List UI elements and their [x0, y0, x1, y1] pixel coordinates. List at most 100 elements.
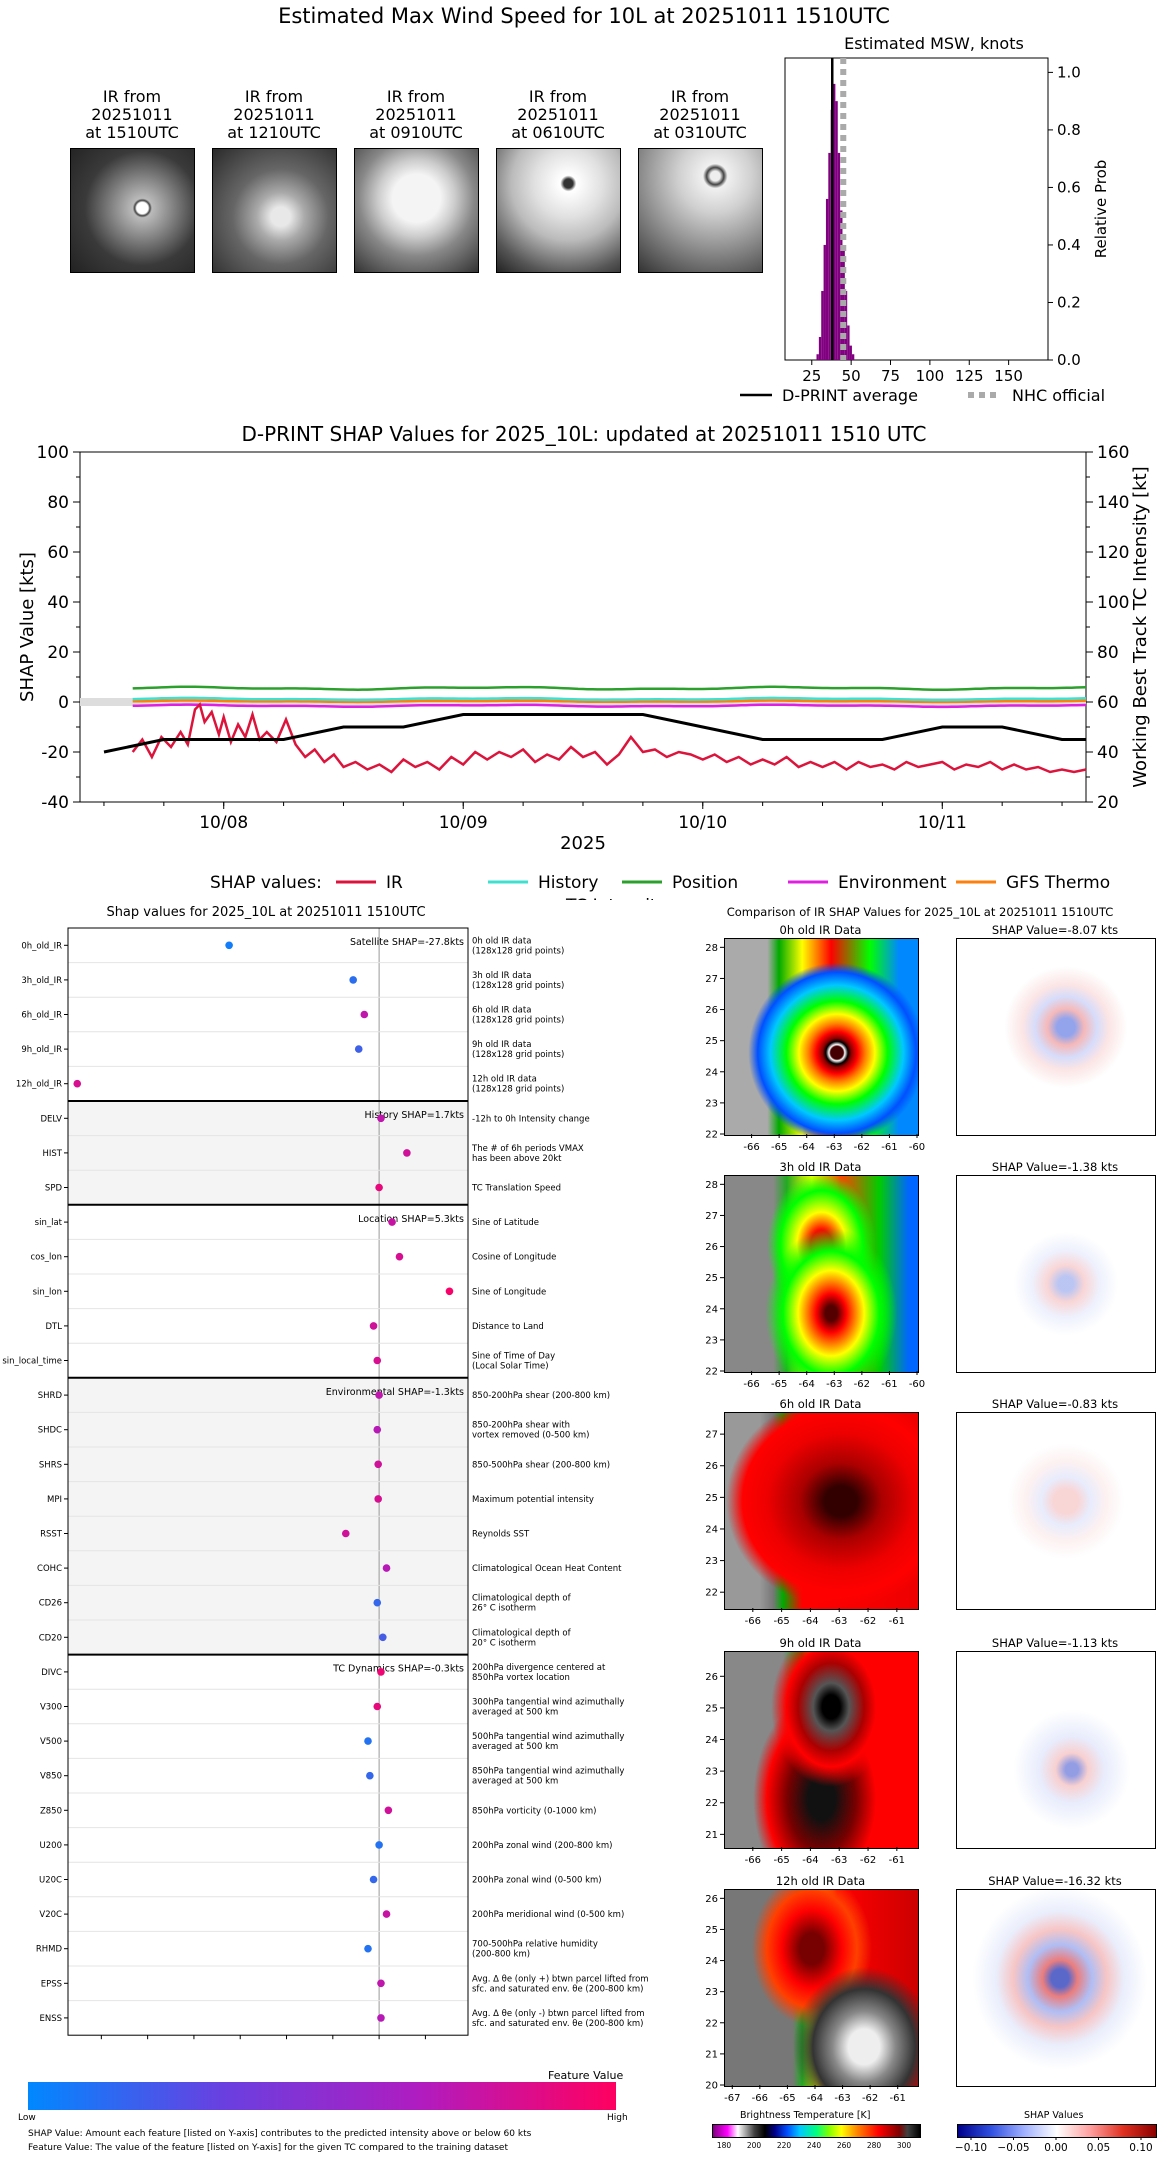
histogram-bar — [816, 354, 819, 360]
y-left-tick-label: 100 — [37, 443, 69, 463]
y-right-tick-label: 100 — [1097, 593, 1129, 613]
feature-description: Sine of Time of Day — [472, 1352, 555, 1362]
bt-tick-label: 260 — [837, 2141, 852, 2150]
thumbnail-caption: IR from 20251011 at 0910UTC — [338, 88, 494, 142]
y-tick-label: 26 — [705, 1672, 718, 1683]
y-tick-label: 21 — [705, 2049, 718, 2060]
y-tick-label: 22 — [705, 1588, 718, 1599]
histogram-bar — [833, 83, 836, 360]
feature-description: Climatological depth of — [472, 1628, 572, 1638]
group-band — [68, 1654, 468, 2036]
sv-tick-label: 0.10 — [1129, 2142, 1152, 2154]
y-tick-label: 1.0 — [1057, 63, 1081, 81]
ir-panel-title: 12h old IR Data — [775, 1874, 866, 1888]
legend-label: History — [538, 873, 598, 893]
shap-dot — [354, 1045, 363, 1053]
bt-tick-label: 180 — [717, 2141, 732, 2150]
histogram-bar — [837, 152, 841, 360]
y-tick-label: 0.6 — [1057, 178, 1081, 196]
y-tick-label: 26 — [705, 1461, 718, 1472]
feature-description: 850-500hPa shear (200-800 km) — [472, 1460, 610, 1470]
x-tick-label: -62 — [862, 2093, 878, 2104]
legend-dprint-label: D-PRINT average — [782, 386, 918, 405]
shap-dot — [373, 1356, 382, 1365]
bt-tick-label: 200 — [747, 2141, 762, 2150]
thumbnail-caption-line: at 0310UTC — [653, 123, 747, 142]
feature-name: SHRS — [39, 1460, 62, 1470]
ts-ylabel-left: SHAP Value [kts] — [17, 552, 38, 702]
feature-description: Avg. Δ θe (only +) btwn parcel lifted fr… — [472, 1974, 649, 1984]
y-tick-label: 25 — [705, 1036, 718, 1047]
feature-description: 200hPa divergence centered at — [472, 1663, 606, 1673]
brightness-temp-ticks: 180 200 220 240 260 280 300 — [717, 2141, 912, 2150]
y-tick-label: 28 — [705, 943, 718, 954]
group-band — [68, 1101, 468, 1205]
y-left-tick-label: 80 — [47, 493, 69, 513]
thumbnail-caption-line: 20251011 — [233, 105, 315, 124]
feature-name: RHMD — [36, 1945, 63, 1955]
y-tick-label: 22 — [705, 2018, 718, 2029]
shap-dot — [374, 1460, 382, 1469]
bt-tick-label: 240 — [807, 2141, 822, 2150]
x-tick-label: -62 — [854, 1142, 870, 1153]
feature-description: Distance to Land — [472, 1322, 544, 1332]
x-tick-label: 25 — [802, 367, 821, 385]
feature-description: vortex removed (0-500 km) — [472, 1431, 589, 1441]
histogram-bar — [828, 152, 831, 360]
footnote-shap-value: SHAP Value: Amount each feature [listed … — [28, 2129, 532, 2139]
y-left-tick-label: 40 — [47, 593, 69, 613]
x-tick-label: -61 — [889, 1855, 905, 1866]
feature-description: 3h old IR data — [472, 971, 531, 981]
x-tick-label: -66 — [743, 1142, 759, 1153]
thumbnail-caption: IR from 20251011 at 1510UTC — [54, 88, 210, 142]
sv-tick-label: −0.10 — [955, 2142, 987, 2154]
beeswarm-frame — [67, 927, 469, 2036]
feature-name: sin_local_time — [2, 1357, 62, 1367]
brightness-temp-label: Brightness Temperature [K] — [740, 2110, 871, 2121]
y-tick-label: 25 — [705, 1273, 718, 1284]
x-tick-label: -66 — [745, 1855, 761, 1866]
position-series — [132, 685, 1087, 691]
x-tick-label: -61 — [889, 1616, 905, 1627]
y-tick-label: 23 — [705, 1556, 718, 1567]
x-tick-label: -62 — [860, 1616, 876, 1627]
histogram-bar — [849, 345, 852, 360]
shap-dot — [366, 1771, 374, 1780]
x-tick-label: 75 — [881, 367, 900, 385]
beeswarm-title: Shap values for 2025_10L at 20251011 151… — [106, 905, 426, 920]
legend-label: IR — [386, 873, 403, 893]
feature-description: 850-200hPa shear (200-800 km) — [472, 1391, 610, 1401]
shap-dot — [395, 1252, 404, 1261]
feature-description: Maximum potential intensity — [472, 1495, 594, 1505]
feature-description: 200hPa meridional wind (0-500 km) — [472, 1910, 624, 1920]
x-tick-label: 150 — [994, 367, 1023, 385]
y-tick-label: 21 — [705, 1830, 718, 1841]
feature-description: TC Translation Speed — [471, 1184, 561, 1194]
feature-description: 200hPa zonal wind (0-500 km) — [472, 1876, 602, 1886]
group-band — [68, 928, 468, 1101]
shap-panel-title: SHAP Value=-8.07 kts — [991, 923, 1119, 937]
x-tick-label: 10/08 — [199, 813, 248, 833]
sv-tick-label: 0.05 — [1087, 2142, 1110, 2154]
y-tick-label: 23 — [705, 1767, 718, 1778]
histogram-bar — [835, 101, 838, 360]
bt-tick-label: 300 — [897, 2141, 912, 2150]
thumbnail-caption-line: IR from — [102, 87, 162, 106]
y-right-tick-label: 80 — [1097, 643, 1119, 663]
tc-intensity-series — [103, 713, 1086, 754]
gfs-thermo-series — [132, 699, 1086, 704]
shap-heatmap-image — [956, 938, 1156, 1136]
feature-description: has been above 20kt — [472, 1154, 562, 1164]
shap-dot — [377, 1114, 385, 1123]
thumbnail-caption: IR from 20251011 at 0310UTC — [622, 88, 778, 142]
feature-description: sfc. and saturated env. θe (200-800 km) — [472, 2019, 644, 2029]
x-tick-label: -64 — [807, 2093, 823, 2104]
feature-name: 9h_old_IR — [21, 1045, 62, 1055]
y-tick-label: 22 — [705, 1798, 718, 1809]
feature-name: COHC — [37, 1564, 62, 1574]
feature-description: (128x128 grid points) — [472, 1016, 564, 1026]
feature-description: Sine of Latitude — [472, 1218, 539, 1228]
shap-dot — [379, 1633, 387, 1642]
thumbnail-caption-line: IR from — [244, 87, 304, 106]
shap-dot — [377, 1979, 385, 1988]
